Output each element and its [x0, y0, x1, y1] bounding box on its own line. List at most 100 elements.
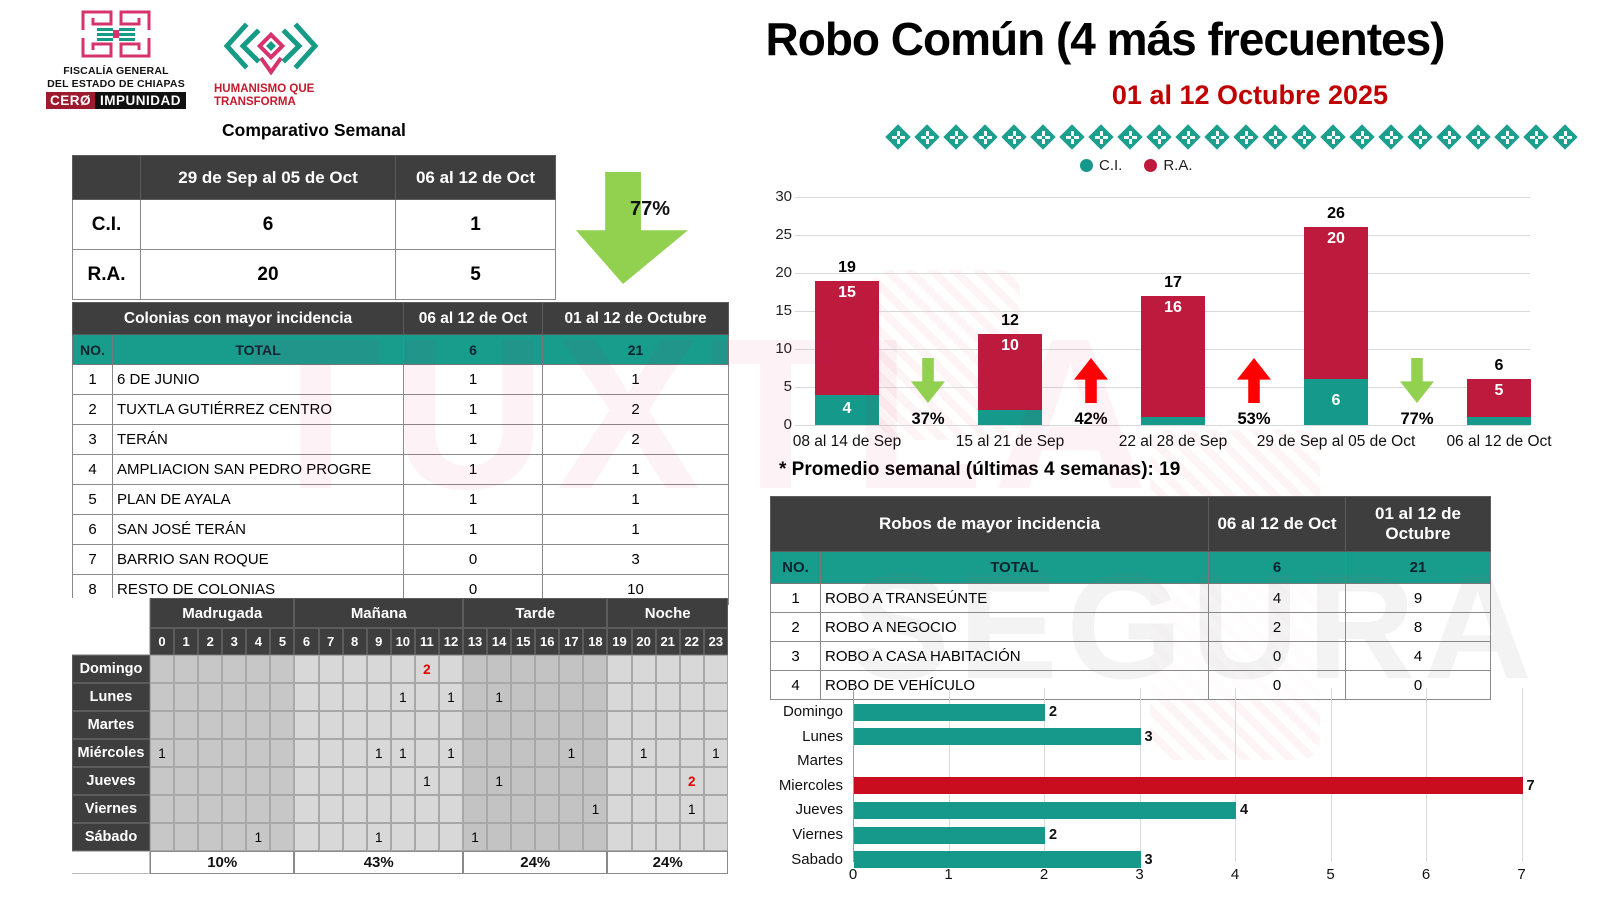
badge-cero: CERØ [45, 92, 95, 110]
heatmap-cell [390, 795, 415, 823]
period-value: 1 [542, 514, 730, 545]
legend-item-ci: C.I. [1080, 157, 1122, 174]
week-value: 0 [1208, 641, 1346, 671]
diamond-icon [1233, 124, 1259, 150]
heatmap-cell [366, 767, 391, 795]
y-axis-tick: 20 [775, 264, 792, 281]
heatmap-cell [487, 655, 512, 683]
heatmap-cell [150, 767, 175, 795]
y-axis-tick: 25 [775, 226, 792, 243]
heatmap-cell: 1 [631, 739, 656, 767]
heatmap-corner [72, 598, 150, 655]
row-number: 4 [770, 670, 821, 700]
legend-item-ra: R.A. [1144, 157, 1193, 174]
day-label: Lunes [72, 683, 150, 711]
heatmap-cell [318, 711, 343, 739]
heatmap-cell [246, 795, 271, 823]
x-axis-tick: 7 [1517, 866, 1526, 883]
diamond-icon [1523, 124, 1549, 150]
heatmap-cell [150, 823, 175, 851]
row-name: ROBO A NEGOCIO [820, 612, 1209, 642]
heatmap-cell: 1 [390, 739, 415, 767]
diamond-center [1303, 136, 1306, 139]
y-axis-tick: 5 [783, 378, 792, 395]
diamond-icon [1320, 124, 1346, 150]
heatmap-cell [294, 711, 319, 739]
hour-header: 21 [655, 628, 680, 655]
row-number: 1 [72, 364, 113, 395]
period-percentage: 10% [150, 851, 295, 874]
hour-header: 16 [535, 628, 560, 655]
no-label: NO. [770, 551, 821, 584]
heatmap-cell [366, 795, 391, 823]
heatmap-cell [511, 711, 536, 739]
heatmap-cell: 1 [414, 767, 439, 795]
weekday-label: Sabado [791, 850, 843, 868]
bar-value-label: 3 [1144, 728, 1153, 745]
table-row: 2 TUXTLA GUTIÉRREZ CENTRO 1 2 [72, 394, 730, 425]
heatmap-cell [270, 739, 295, 767]
y-axis-tick: 10 [775, 340, 792, 357]
table-header-row: Colonias con mayor incidencia 06 al 12 d… [71, 302, 730, 335]
bar-segment-ra [1141, 295, 1205, 418]
week-value: 0 [1208, 670, 1346, 700]
hour-header: 6 [294, 628, 319, 655]
heatmap-cell [559, 655, 584, 683]
total-label: TOTAL [820, 551, 1209, 584]
period-value: 4 [1345, 641, 1491, 671]
heatmap-cell [342, 739, 367, 767]
heatmap-cell [174, 767, 199, 795]
heatmap-cell [559, 823, 584, 851]
heatmap-cell [198, 823, 223, 851]
row-number: 7 [72, 544, 113, 575]
heatmap-cell [198, 711, 223, 739]
diamond-center [897, 136, 900, 139]
diamond-icon [1001, 124, 1027, 150]
heatmap-cell [318, 795, 343, 823]
heatmap-cell [487, 739, 512, 767]
heatmap-cell: 1 [438, 683, 464, 711]
x-axis-category: 08 al 14 de Sep [792, 433, 902, 450]
weekly-stacked-bar-chart: 0 5 10 15 20 25 30 15 4 19 08 al 14 de Sep 10 12 15 a… [770, 188, 1565, 458]
row-label-ci: C.I. [72, 199, 141, 250]
table-row: 2 ROBO A NEGOCIO 2 8 [770, 612, 1491, 642]
hour-header: 0 [150, 628, 175, 655]
bar-segment-ra [1467, 379, 1531, 418]
heatmap-cell [463, 711, 488, 739]
weekday-bar [854, 801, 1236, 819]
diamond-center [1477, 136, 1480, 139]
trend-down-arrow-icon [1400, 358, 1434, 403]
row-number: 3 [770, 641, 821, 671]
row-name: ROBO A TRANSEÚNTE [820, 583, 1209, 613]
heatmap-cell [655, 655, 680, 683]
heatmap-cell [246, 711, 271, 739]
heatmap-cell: 1 [463, 823, 488, 851]
total-week-value: 6 [1208, 551, 1346, 584]
diamond-center [955, 136, 958, 139]
week-value: 1 [403, 484, 544, 515]
diamond-center [1390, 136, 1393, 139]
heatmap-cell [607, 795, 632, 823]
heatmap-cell [679, 655, 704, 683]
day-label: Sábado [72, 823, 150, 851]
heatmap-cell [294, 655, 319, 683]
col-header-week: 06 al 12 de Oct [403, 302, 544, 335]
table-cell [72, 155, 141, 200]
diamond-icon [1059, 124, 1085, 150]
cero-impunidad-badge: CERØ IMPUNIDAD [45, 92, 186, 110]
colonias-title: Colonias con mayor incidencia [71, 302, 405, 335]
heatmap-cell [679, 711, 704, 739]
diamond-icon [972, 124, 998, 150]
heatmap-cell: 2 [679, 767, 704, 795]
weekly-average-note: * Promedio semanal (últimas 4 semanas): … [779, 459, 1181, 480]
gridline [1330, 688, 1332, 862]
x-axis-tick: 4 [1230, 866, 1240, 883]
bar-segment-ci [1467, 417, 1531, 425]
heatmap-cell [631, 795, 656, 823]
heatmap-cell [198, 655, 223, 683]
diamond-ornament-band [885, 124, 1600, 155]
weekday-label: Jueves [795, 801, 843, 819]
diamond-center [1071, 136, 1074, 139]
period-header: Tarde [463, 598, 608, 628]
